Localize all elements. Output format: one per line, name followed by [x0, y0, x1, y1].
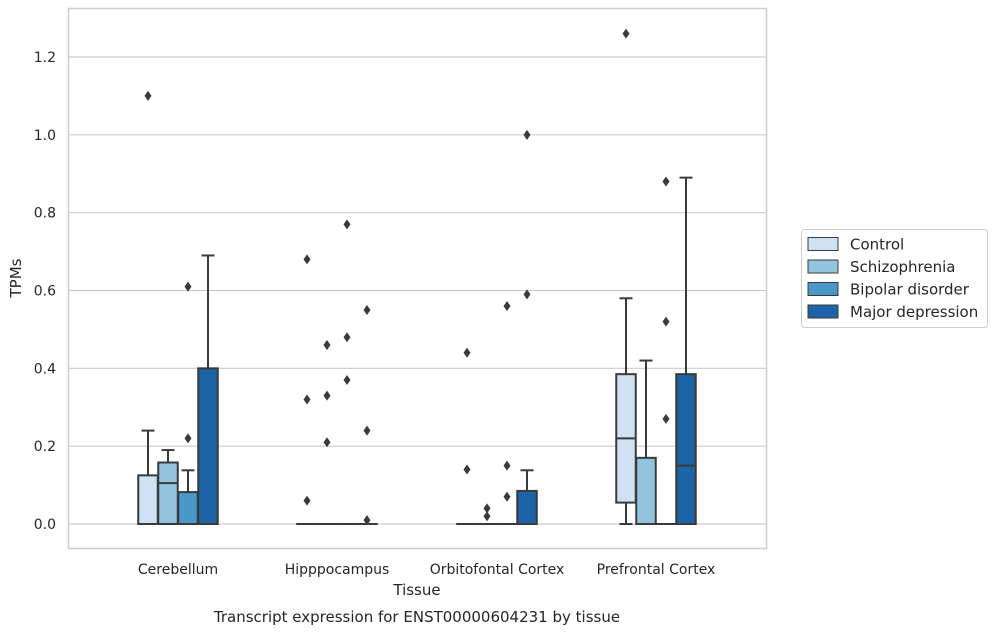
- box-3-1: [356, 304, 378, 526]
- legend-swatch: [807, 304, 839, 319]
- legend-label: Schizophrenia: [850, 258, 955, 276]
- box-0-1: [296, 254, 318, 526]
- outlier-point: [662, 316, 670, 327]
- box-body: [157, 461, 179, 525]
- legend: Control Schizophrenia Bipolar disorder Majo…: [801, 229, 988, 328]
- box-0-0: [137, 90, 159, 525]
- y-tick-label: 0.2: [34, 439, 56, 455]
- legend-label: Major depression: [850, 303, 978, 321]
- x-tick-label: Cerebellum: [138, 562, 218, 578]
- box-3-2: [516, 129, 538, 526]
- x-axis-title: Tissue: [392, 581, 440, 599]
- box-1-0: [157, 449, 179, 525]
- box-3-0: [197, 254, 219, 526]
- box-1-1: [316, 339, 338, 526]
- y-axis-title: TPMs: [7, 258, 25, 298]
- x-tick-label: Prefrontal Cortex: [597, 562, 716, 578]
- box-2-1: [336, 219, 358, 526]
- legend-label: Control: [850, 236, 904, 254]
- box-body: [177, 491, 199, 526]
- outlier-point: [363, 515, 371, 526]
- outlier-point: [184, 281, 192, 292]
- outlier-point: [503, 460, 511, 471]
- outlier-point: [523, 289, 531, 300]
- y-tick-label: 0.6: [34, 284, 56, 300]
- outlier-point: [363, 304, 371, 315]
- box-body: [516, 489, 538, 526]
- plot-area: [137, 28, 697, 526]
- box-body: [675, 373, 697, 525]
- y-tick-label: 1.2: [34, 50, 56, 66]
- outlier-point: [503, 301, 511, 312]
- outlier-point: [323, 390, 331, 401]
- outlier-point: [523, 129, 531, 140]
- y-tick-label: 0.8: [34, 206, 56, 222]
- x-tick-label: Orbitofontal Cortex: [430, 562, 565, 578]
- box-0-2: [456, 347, 478, 526]
- box-body: [197, 367, 219, 526]
- outlier-point: [343, 375, 351, 386]
- box-body: [635, 456, 657, 526]
- grid-lines: [68, 56, 766, 525]
- x-tick-label: Hipppocampus: [285, 562, 390, 578]
- y-tick-label: 0.0: [34, 517, 56, 533]
- outlier-point: [363, 425, 371, 436]
- y-tick-label: 1.0: [34, 128, 56, 144]
- outlier-point: [144, 90, 152, 101]
- box-2-0: [177, 281, 199, 526]
- outlier-point: [323, 437, 331, 448]
- outlier-point: [662, 413, 670, 424]
- box-body: [137, 474, 159, 525]
- outlier-point: [483, 503, 491, 514]
- box-2-2: [496, 301, 518, 526]
- x-axis-ticks: Cerebellum Hipppocampus Orbitofontal Corte…: [138, 562, 715, 578]
- outlier-point: [343, 332, 351, 343]
- outlier-point: [184, 433, 192, 444]
- outlier-point: [662, 176, 670, 187]
- box-0-3: [615, 28, 637, 525]
- legend-label: Bipolar disorder: [850, 281, 970, 299]
- chart-caption: Transcript expression for ENST0000060423…: [213, 608, 620, 626]
- legend-swatch: [807, 282, 839, 296]
- outlier-point: [503, 491, 511, 502]
- box-1-2: [476, 503, 498, 526]
- outlier-point: [463, 464, 471, 475]
- legend-frame: [801, 229, 988, 328]
- outlier-point: [463, 347, 471, 358]
- outlier-point: [303, 394, 311, 405]
- outlier-point: [343, 219, 351, 230]
- outlier-point: [303, 495, 311, 506]
- outlier-point: [323, 339, 331, 350]
- outlier-point: [622, 28, 630, 39]
- box-3-3: [675, 176, 697, 525]
- plot-frame: [67, 7, 768, 550]
- box-2-3: [655, 176, 677, 526]
- legend-swatch: [807, 237, 839, 251]
- outlier-point: [483, 511, 491, 522]
- legend-swatch: [807, 259, 839, 274]
- outlier-point: [303, 254, 311, 265]
- y-axis-ticks: 0.0 0.2 0.4 0.6 0.8 1.0 1.2: [34, 50, 56, 533]
- box-1-3: [635, 359, 657, 526]
- y-tick-label: 0.4: [34, 361, 56, 377]
